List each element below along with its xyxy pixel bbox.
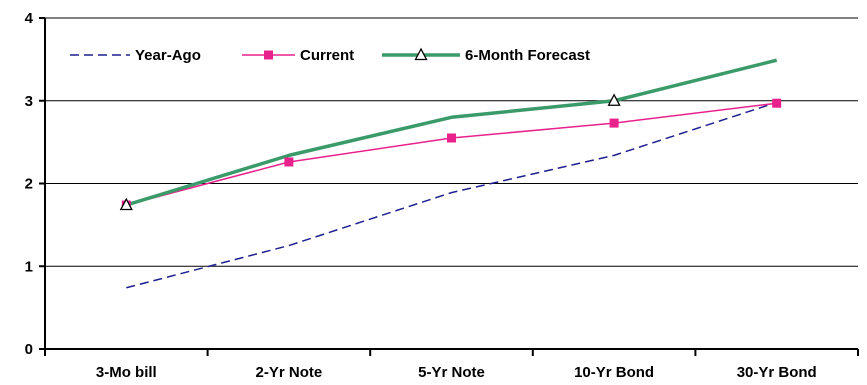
marker-current-point [609, 118, 619, 128]
marker-current-point [772, 98, 782, 108]
series-line-6-month-forecast [125, 58, 778, 207]
marker-forecast-legend [414, 47, 428, 61]
y-tick-label: 3 [25, 93, 33, 110]
x-tick-label: 10-Yr Bond [574, 364, 654, 381]
series-markers [119, 93, 782, 211]
y-tick-label: 0 [25, 341, 33, 358]
x-tick-label: 3-Mo bill [96, 364, 157, 381]
legend-label: Current [300, 47, 354, 64]
legend-label: 6-Month Forecast [465, 47, 590, 64]
y-tick-label: 1 [25, 258, 33, 275]
marker-forecast-point [607, 93, 621, 106]
x-tick-label: 5-Yr Note [418, 364, 485, 381]
marker-current-point [447, 133, 456, 143]
gridlines [45, 17, 858, 267]
series-lines [125, 58, 778, 289]
y-tick-label: 4 [25, 10, 34, 27]
x-tick-label: 2-Yr Note [256, 364, 323, 381]
legend: Year-Ago Current 6-Month Forecast [70, 47, 590, 64]
y-tick-label: 2 [25, 176, 33, 193]
axes [39, 17, 859, 356]
marker-current-point [284, 157, 294, 167]
x-tick-label: 30-Yr Bond [737, 364, 817, 381]
series-line-year-ago [126, 101, 777, 289]
marker-forecast-point [119, 197, 133, 211]
legend-label: Year-Ago [135, 47, 201, 64]
marker-current-legend [264, 50, 273, 60]
tick-labels: 0 1 2 3 4 3-Mo bill 2-Yr Note 5-Yr Note 10-Yr Bo… [25, 10, 817, 381]
